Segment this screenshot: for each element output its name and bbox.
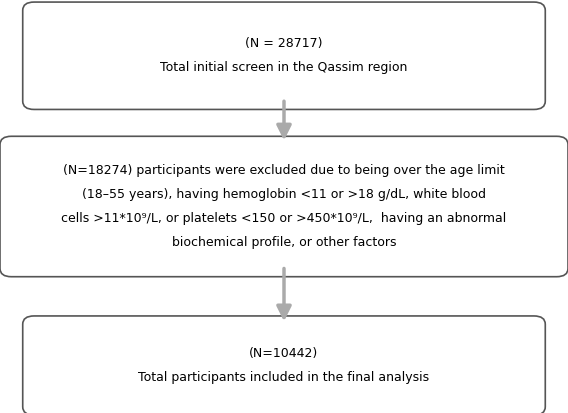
Text: (N=10442): (N=10442) (249, 347, 319, 360)
Text: cells >11*10⁹/L, or platelets <150 or >450*10⁹/L,  having an abnormal: cells >11*10⁹/L, or platelets <150 or >4… (61, 212, 507, 225)
Text: Total participants included in the final analysis: Total participants included in the final… (139, 371, 429, 384)
FancyBboxPatch shape (0, 136, 568, 277)
Text: (18–55 years), having hemoglobin <11 or >18 g/dL, white blood: (18–55 years), having hemoglobin <11 or … (82, 188, 486, 201)
Text: Total initial screen in the Qassim region: Total initial screen in the Qassim regio… (160, 61, 408, 74)
Text: (N=18274) participants were excluded due to being over the age limit: (N=18274) participants were excluded due… (63, 164, 505, 177)
FancyBboxPatch shape (23, 2, 545, 109)
FancyBboxPatch shape (23, 316, 545, 413)
Text: biochemical profile, or other factors: biochemical profile, or other factors (172, 236, 396, 249)
Text: (N = 28717): (N = 28717) (245, 37, 323, 50)
